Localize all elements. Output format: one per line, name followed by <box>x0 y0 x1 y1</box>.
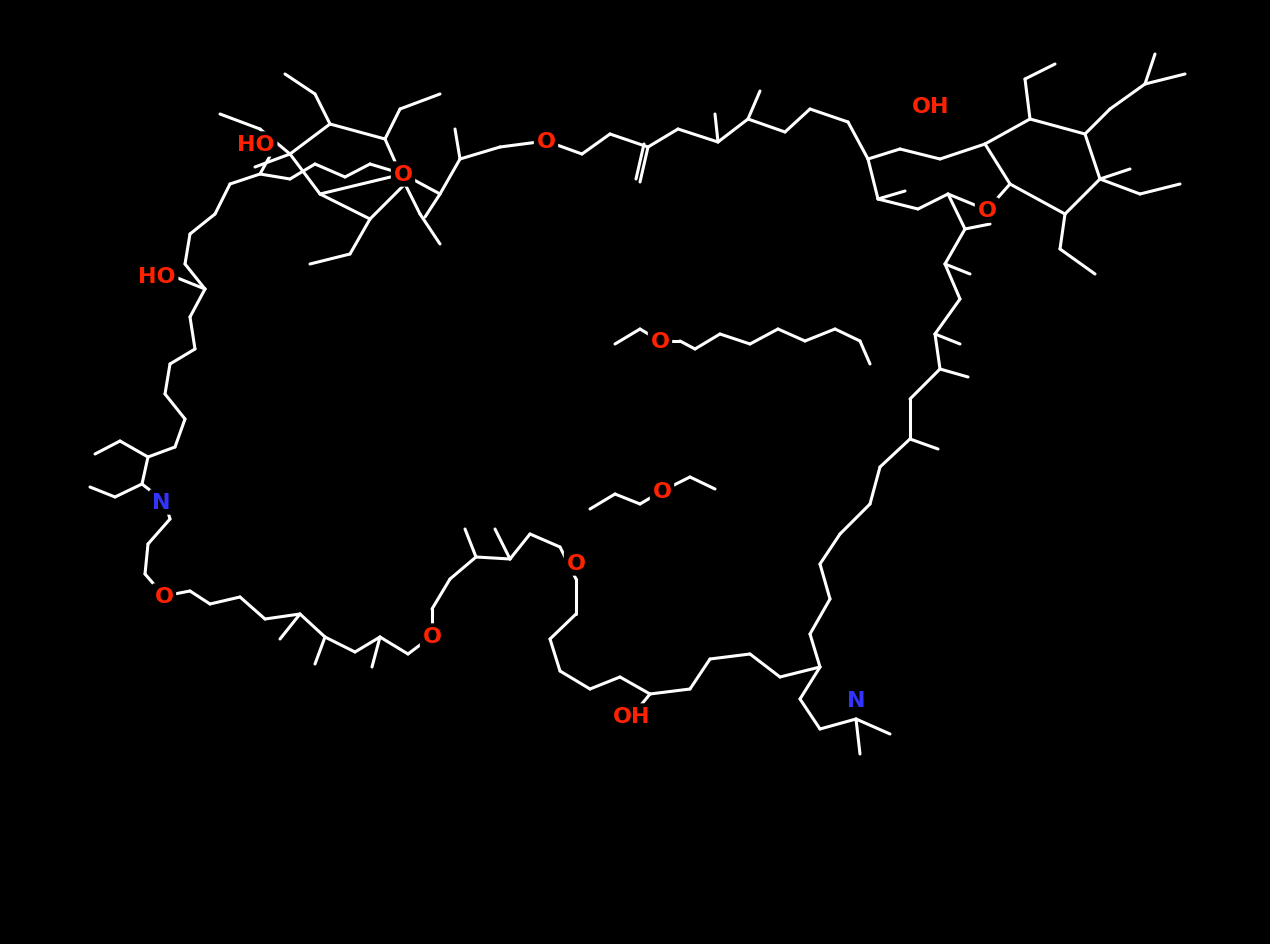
Text: HO: HO <box>138 267 175 287</box>
Text: O: O <box>653 481 672 501</box>
Text: OH: OH <box>912 97 950 117</box>
Text: O: O <box>423 626 442 647</box>
Text: O: O <box>394 165 413 185</box>
Text: O: O <box>650 331 669 351</box>
Text: N: N <box>847 690 865 710</box>
Text: HO: HO <box>237 135 274 155</box>
Text: O: O <box>536 132 555 152</box>
Text: OH: OH <box>613 706 650 726</box>
Text: O: O <box>566 553 585 573</box>
Text: N: N <box>151 493 170 513</box>
Text: O: O <box>978 201 997 221</box>
Text: O: O <box>155 586 174 606</box>
